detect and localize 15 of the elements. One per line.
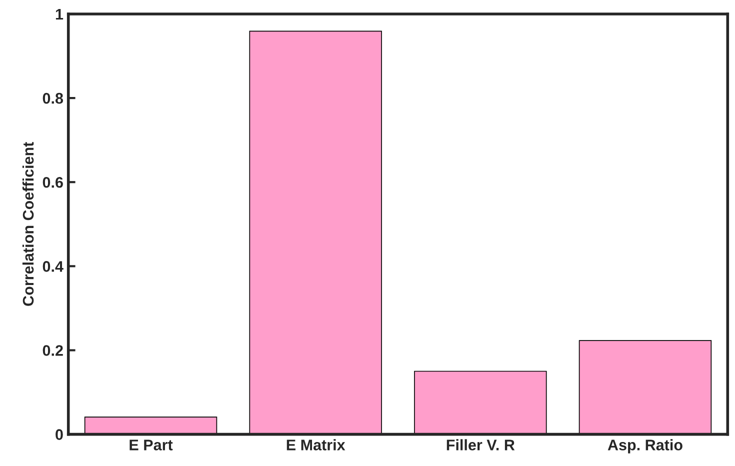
x-tick-label: E Part: [130, 440, 173, 450]
y-tick-label: 0.4: [42, 261, 64, 272]
y-tick-label: 0.6: [42, 176, 63, 188]
y-tick-label: 1: [56, 9, 64, 20]
x-tick-label: Filler V. R: [446, 439, 515, 450]
y-tick-label: 0.8: [42, 92, 64, 104]
x-tick-label: Asp. Ratio: [608, 439, 682, 454]
y-axis-title: Correlation Coefficient: [22, 142, 34, 306]
y-tick-label: 0.2: [42, 345, 63, 356]
bar: [249, 30, 382, 434]
y-tick-label: 0: [56, 429, 63, 440]
bar: [84, 416, 218, 434]
x-tick-label: E Matrix: [286, 439, 346, 450]
bar: [578, 340, 712, 434]
bar: [414, 370, 547, 434]
